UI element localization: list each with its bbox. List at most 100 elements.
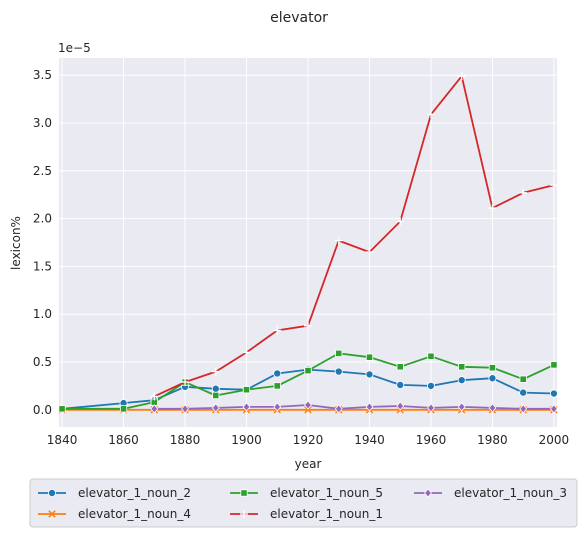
- legend-entry: elevator_1_noun_1: [230, 507, 383, 521]
- data-point: [273, 382, 281, 390]
- x-tick-label: 1960: [416, 433, 447, 447]
- legend-label: elevator_1_noun_5: [270, 486, 383, 500]
- data-point: [150, 392, 159, 401]
- data-point: [426, 110, 435, 119]
- data-point: [427, 403, 435, 413]
- legend: elevator_1_noun_2 elevator_1_noun_4 elevat…: [29, 478, 578, 528]
- data-point: [242, 386, 251, 394]
- legend-marker: [240, 489, 248, 497]
- data-point: [211, 384, 220, 393]
- data-point: [550, 361, 558, 369]
- series-line: [153, 75, 555, 398]
- data-point: [58, 405, 66, 413]
- legend-label: elevator_1_noun_4: [78, 507, 191, 521]
- data-point: [334, 404, 343, 414]
- legend-entry: elevator_1_noun_3: [414, 486, 567, 500]
- x-tick-label: 1860: [108, 433, 139, 447]
- x-tick-label: 1920: [293, 433, 324, 447]
- data-point: [181, 378, 190, 387]
- data-point: [488, 204, 497, 213]
- series-elevator_1_noun_1: [150, 72, 558, 401]
- data-point: [119, 405, 128, 413]
- x-tick-label: 1840: [47, 433, 78, 447]
- data-point: [365, 353, 374, 361]
- data-point: [549, 389, 558, 398]
- data-point: [519, 404, 528, 414]
- y-tick-labels: 0.0 0.5 1.0 1.5 2.0 2.5 3.0 3.5: [33, 68, 52, 417]
- y-tick-label: 2.0: [33, 212, 52, 226]
- data-point: [211, 403, 220, 413]
- legend-label: elevator_1_noun_2: [78, 486, 191, 500]
- data-point: [457, 376, 466, 385]
- series-layer: [58, 72, 558, 414]
- x-tick-label: 1880: [170, 433, 201, 447]
- chart-title: elevator: [270, 10, 328, 26]
- y-tick-label: 0.0: [33, 403, 52, 417]
- data-point: [273, 369, 282, 378]
- data-point: [457, 72, 466, 81]
- data-point: [211, 367, 220, 376]
- data-point: [365, 248, 374, 257]
- data-point: [365, 370, 374, 379]
- data-point: [304, 400, 312, 410]
- x-axis-label: year: [295, 457, 322, 471]
- data-point: [427, 352, 435, 360]
- data-point: [304, 321, 312, 330]
- data-point: [488, 374, 497, 383]
- data-point: [519, 375, 527, 383]
- legend-label: elevator_1_noun_1: [270, 507, 383, 521]
- data-point: [242, 348, 251, 357]
- data-point: [304, 366, 312, 375]
- legend-entry: elevator_1_noun_5: [230, 486, 383, 500]
- y-tick-label: 1.0: [33, 307, 52, 321]
- y-tick-label: 1.5: [33, 259, 52, 273]
- y-tick-label: 2.5: [33, 164, 52, 178]
- series-line: [62, 352, 555, 410]
- data-point: [181, 404, 189, 414]
- data-point: [396, 380, 405, 389]
- legend-marker: [48, 488, 57, 497]
- legend-label: elevator_1_noun_3: [454, 486, 567, 500]
- legend-entry: elevator_1_noun_4: [38, 507, 191, 521]
- data-point: [273, 402, 282, 412]
- data-point: [365, 402, 374, 412]
- x-tick-label: 1940: [354, 433, 385, 447]
- data-point: [396, 217, 405, 226]
- data-point: [488, 403, 497, 413]
- series-line: [62, 368, 554, 410]
- data-point: [304, 406, 312, 414]
- legend-marker: [48, 510, 56, 518]
- data-point: [550, 404, 558, 414]
- data-point: [396, 401, 405, 411]
- data-point: [396, 363, 404, 371]
- x-tick-label: 2000: [539, 433, 570, 447]
- y-tick-label: 3.5: [33, 68, 52, 82]
- legend-entry: elevator_1_noun_2: [38, 486, 191, 500]
- x-tick-label: 1980: [477, 433, 508, 447]
- data-point: [334, 367, 343, 376]
- legend-frame: [29, 478, 578, 528]
- y-tick-label: 0.5: [33, 355, 52, 369]
- data-point: [458, 363, 466, 371]
- data-point: [273, 326, 282, 335]
- data-point: [549, 181, 558, 190]
- data-point: [457, 402, 466, 412]
- data-point: [242, 402, 251, 412]
- data-point: [488, 364, 497, 372]
- x-tick-labels: 1840 1860 1880 1900 1920 1940 1960 1980 2000: [47, 433, 569, 447]
- legend-marker: [240, 510, 248, 518]
- series-elevator_1_noun_3: [150, 400, 558, 414]
- y-tick-label: 3.0: [33, 116, 52, 130]
- data-point: [334, 236, 343, 245]
- data-point: [519, 388, 528, 397]
- data-point: [212, 391, 220, 400]
- y-multiplier-label: 1e−5: [58, 41, 91, 55]
- series-line: [154, 404, 554, 410]
- data-point: [519, 188, 528, 197]
- legend-marker: [424, 488, 432, 498]
- data-point: [150, 404, 159, 414]
- data-point: [335, 349, 343, 357]
- data-point: [426, 381, 435, 390]
- y-axis-label: lexicon%: [9, 216, 23, 270]
